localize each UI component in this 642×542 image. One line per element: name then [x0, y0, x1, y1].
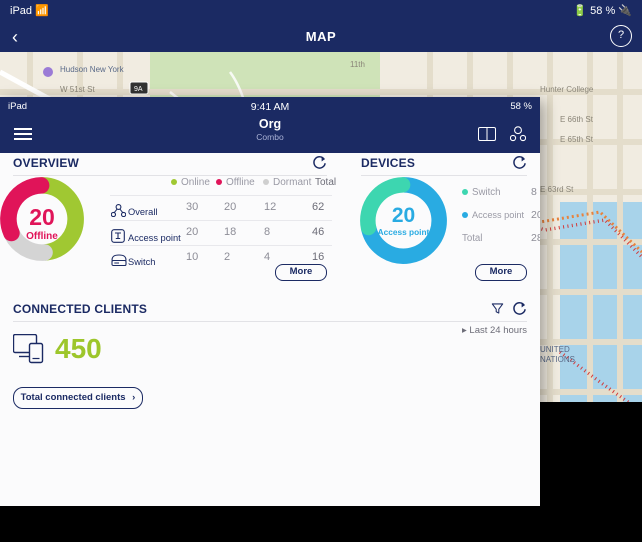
svg-text:NATIONS: NATIONS [540, 355, 575, 364]
svg-text:9A: 9A [134, 86, 143, 93]
svg-text:UNITED: UNITED [540, 345, 570, 354]
svg-text:E 65th St: E 65th St [560, 135, 594, 144]
svg-text:11th: 11th [350, 60, 365, 69]
svg-text:Hunter College: Hunter College [540, 85, 594, 94]
svg-text:Hudson New York: Hudson New York [60, 65, 125, 74]
svg-text:W 51st St: W 51st St [60, 85, 95, 94]
svg-text:E 63rd St: E 63rd St [540, 185, 574, 194]
svg-text:E 66th St: E 66th St [560, 115, 594, 124]
